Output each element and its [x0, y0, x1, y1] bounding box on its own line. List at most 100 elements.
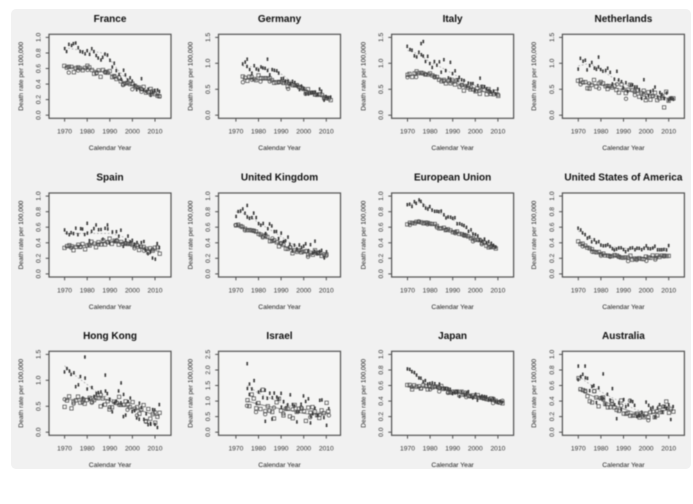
- svg-text:0.4: 0.4: [549, 396, 556, 406]
- svg-text:1.0: 1.0: [549, 191, 556, 201]
- svg-text:1980: 1980: [251, 129, 266, 136]
- svg-text:Calendar Year: Calendar Year: [431, 145, 474, 152]
- svg-text:0.5: 0.5: [205, 84, 212, 94]
- svg-text:1990: 1990: [274, 129, 289, 136]
- svg-text:Calendar Year: Calendar Year: [89, 462, 132, 469]
- svg-text:1.0: 1.0: [378, 191, 385, 201]
- svg-text:2010: 2010: [490, 446, 505, 453]
- svg-text:2000: 2000: [468, 129, 483, 136]
- svg-text:0.2: 0.2: [378, 253, 385, 263]
- svg-text:Death rate per 100,000: Death rate per 100,000: [531, 42, 538, 111]
- svg-text:1970: 1970: [571, 129, 586, 136]
- svg-text:0.8: 0.8: [378, 207, 385, 217]
- svg-text:1970: 1970: [57, 287, 72, 294]
- svg-text:2.5: 2.5: [205, 349, 212, 359]
- svg-text:0.2: 0.2: [549, 253, 556, 263]
- svg-text:1980: 1980: [593, 446, 608, 453]
- svg-text:1.0: 1.0: [549, 58, 556, 68]
- svg-text:Calendar Year: Calendar Year: [602, 462, 645, 469]
- svg-text:2000: 2000: [639, 446, 654, 453]
- svg-text:2000: 2000: [296, 287, 311, 294]
- svg-text:Calendar Year: Calendar Year: [258, 304, 301, 311]
- svg-text:Spain: Spain: [96, 173, 123, 184]
- svg-text:0.0: 0.0: [205, 269, 212, 279]
- svg-text:0.0: 0.0: [35, 110, 42, 120]
- svg-text:1980: 1980: [251, 446, 266, 453]
- svg-text:1990: 1990: [102, 287, 117, 294]
- svg-text:1970: 1970: [228, 129, 243, 136]
- svg-text:2000: 2000: [125, 446, 140, 453]
- svg-text:1980: 1980: [593, 287, 608, 294]
- svg-text:2000: 2000: [639, 287, 654, 294]
- svg-text:0.6: 0.6: [549, 381, 556, 391]
- svg-text:France: France: [94, 14, 127, 25]
- svg-text:0.8: 0.8: [549, 365, 556, 375]
- svg-text:1.0: 1.0: [378, 58, 385, 68]
- svg-text:2000: 2000: [125, 287, 140, 294]
- svg-text:1.0: 1.0: [378, 349, 385, 359]
- svg-text:Calendar Year: Calendar Year: [602, 145, 645, 152]
- svg-text:Death rate per 100,000: Death rate per 100,000: [18, 200, 25, 269]
- svg-text:Death rate per 100,000: Death rate per 100,000: [360, 359, 367, 428]
- svg-text:Calendar Year: Calendar Year: [89, 304, 132, 311]
- svg-text:1.0: 1.0: [205, 396, 212, 406]
- svg-text:0.2: 0.2: [35, 95, 42, 105]
- svg-text:Calendar Year: Calendar Year: [89, 145, 132, 152]
- svg-text:Hong Kong: Hong Kong: [83, 331, 137, 342]
- svg-text:1980: 1980: [80, 446, 95, 453]
- svg-text:1970: 1970: [400, 287, 415, 294]
- svg-text:0.5: 0.5: [378, 84, 385, 94]
- svg-text:0.6: 0.6: [378, 222, 385, 232]
- svg-text:1990: 1990: [102, 129, 117, 136]
- svg-text:0.2: 0.2: [205, 253, 212, 263]
- svg-text:2010: 2010: [148, 287, 163, 294]
- svg-text:1980: 1980: [251, 287, 266, 294]
- svg-text:1970: 1970: [571, 287, 586, 294]
- svg-text:0.5: 0.5: [549, 84, 556, 94]
- svg-text:1990: 1990: [445, 287, 460, 294]
- svg-text:1990: 1990: [445, 446, 460, 453]
- svg-text:0.4: 0.4: [35, 238, 42, 248]
- svg-text:Japan: Japan: [438, 331, 467, 342]
- svg-text:Netherlands: Netherlands: [595, 14, 653, 25]
- svg-text:2010: 2010: [148, 446, 163, 453]
- svg-text:Calendar Year: Calendar Year: [258, 145, 301, 152]
- svg-text:1970: 1970: [400, 129, 415, 136]
- svg-text:1990: 1990: [616, 446, 631, 453]
- svg-text:0.4: 0.4: [35, 79, 42, 89]
- svg-text:Death rate per 100,000: Death rate per 100,000: [360, 200, 367, 269]
- svg-text:1.5: 1.5: [205, 381, 212, 391]
- svg-text:0.8: 0.8: [549, 207, 556, 217]
- svg-text:0.0: 0.0: [378, 269, 385, 279]
- svg-text:Death rate per 100,000: Death rate per 100,000: [18, 42, 25, 111]
- svg-text:2000: 2000: [296, 129, 311, 136]
- svg-text:1970: 1970: [57, 446, 72, 453]
- svg-text:2010: 2010: [319, 129, 334, 136]
- svg-text:0.8: 0.8: [205, 207, 212, 217]
- svg-text:1.0: 1.0: [35, 32, 42, 42]
- svg-text:1990: 1990: [445, 129, 460, 136]
- svg-text:Death rate per 100,000: Death rate per 100,000: [531, 200, 538, 269]
- svg-text:2010: 2010: [661, 446, 676, 453]
- svg-text:0.5: 0.5: [205, 412, 212, 422]
- svg-text:1.0: 1.0: [205, 191, 212, 201]
- svg-text:0.4: 0.4: [378, 238, 385, 248]
- svg-text:0.8: 0.8: [35, 207, 42, 217]
- svg-text:0.0: 0.0: [35, 427, 42, 437]
- svg-text:1970: 1970: [571, 446, 586, 453]
- svg-text:1980: 1980: [423, 129, 438, 136]
- svg-text:1990: 1990: [616, 287, 631, 294]
- svg-text:2000: 2000: [468, 446, 483, 453]
- svg-text:1980: 1980: [80, 129, 95, 136]
- svg-text:1.0: 1.0: [35, 191, 42, 201]
- svg-text:0.6: 0.6: [549, 222, 556, 232]
- svg-text:Calendar Year: Calendar Year: [602, 304, 645, 311]
- svg-text:1990: 1990: [274, 446, 289, 453]
- svg-text:2000: 2000: [125, 129, 140, 136]
- svg-text:0.0: 0.0: [549, 427, 556, 437]
- svg-text:0.2: 0.2: [378, 412, 385, 422]
- svg-text:0.2: 0.2: [549, 412, 556, 422]
- svg-text:United Kingdom: United Kingdom: [241, 173, 318, 184]
- svg-text:1990: 1990: [616, 129, 631, 136]
- svg-text:1.5: 1.5: [205, 32, 212, 42]
